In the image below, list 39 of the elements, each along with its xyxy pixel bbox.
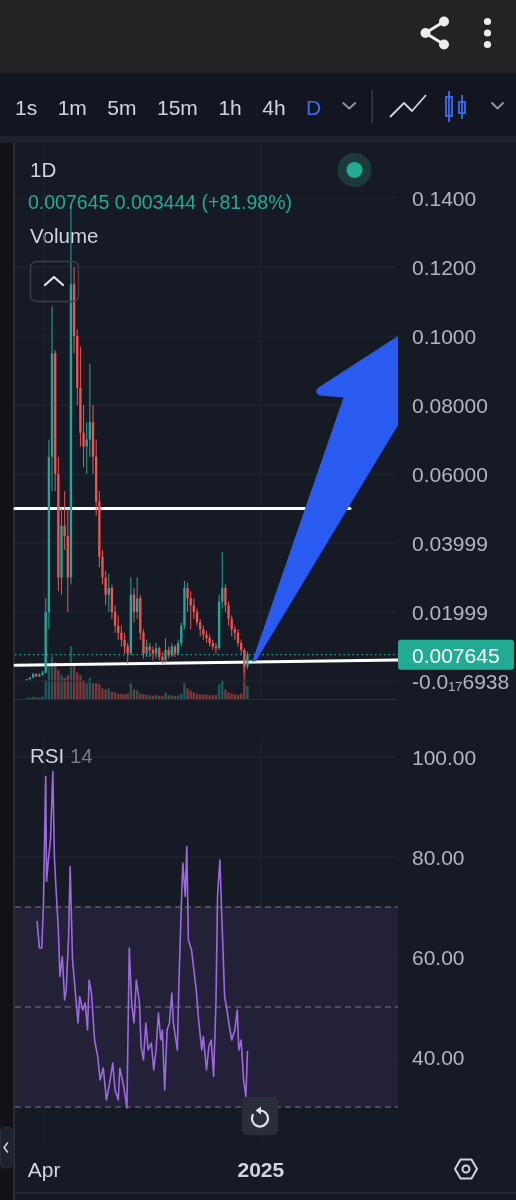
- text: 15m: [157, 96, 198, 119]
- line-series: [36, 770, 249, 1109]
- text: 4h: [262, 96, 286, 119]
- y-tick-label: 0.08000: [412, 393, 488, 417]
- y-tick-label: 0.03999: [412, 531, 488, 555]
- y-tick-label: 100.00: [412, 745, 477, 769]
- bar: [199, 694, 202, 699]
- y-tick-label: 0.1400: [412, 186, 477, 210]
- text: 1D: [30, 158, 57, 181]
- candlestick: [60, 508, 63, 595]
- y-tick-label: 0.1200: [412, 255, 477, 279]
- y-tick-label: 0.01999: [412, 600, 488, 624]
- text: 5m: [107, 96, 137, 119]
- text: 1m: [57, 96, 87, 119]
- bar: [246, 685, 249, 699]
- y-tick-label: 40.00: [412, 1045, 465, 1069]
- text: 1h: [218, 96, 242, 119]
- ref-line-label: 0.007645: [412, 643, 500, 667]
- y-tick-label: 0.06000: [412, 462, 488, 486]
- candlestick: [208, 634, 211, 647]
- chart-title: Volume: [30, 224, 99, 247]
- y-tick-label: -0.0₁₇6938: [412, 669, 510, 693]
- y-tick-label: 60.00: [412, 945, 465, 969]
- x-tick-label: Apr: [27, 1158, 61, 1181]
- candlestick: [164, 637, 167, 664]
- candlestick: [161, 651, 164, 664]
- candlestick: [167, 646, 170, 659]
- y-tick-label: 80.00: [412, 845, 465, 869]
- bar: [183, 683, 186, 699]
- text: 1s: [15, 96, 38, 119]
- text: 0.007645 0.003444 (+81.98%): [28, 191, 293, 213]
- bar: [224, 689, 227, 699]
- x-tick-label: 2025: [237, 1158, 285, 1181]
- bar: [101, 688, 104, 699]
- bar: [202, 694, 205, 699]
- y-tick-label: 0.1000: [412, 324, 477, 348]
- bar: [205, 694, 208, 699]
- chart-title: RSI 14: [30, 744, 93, 767]
- text: D: [306, 96, 322, 119]
